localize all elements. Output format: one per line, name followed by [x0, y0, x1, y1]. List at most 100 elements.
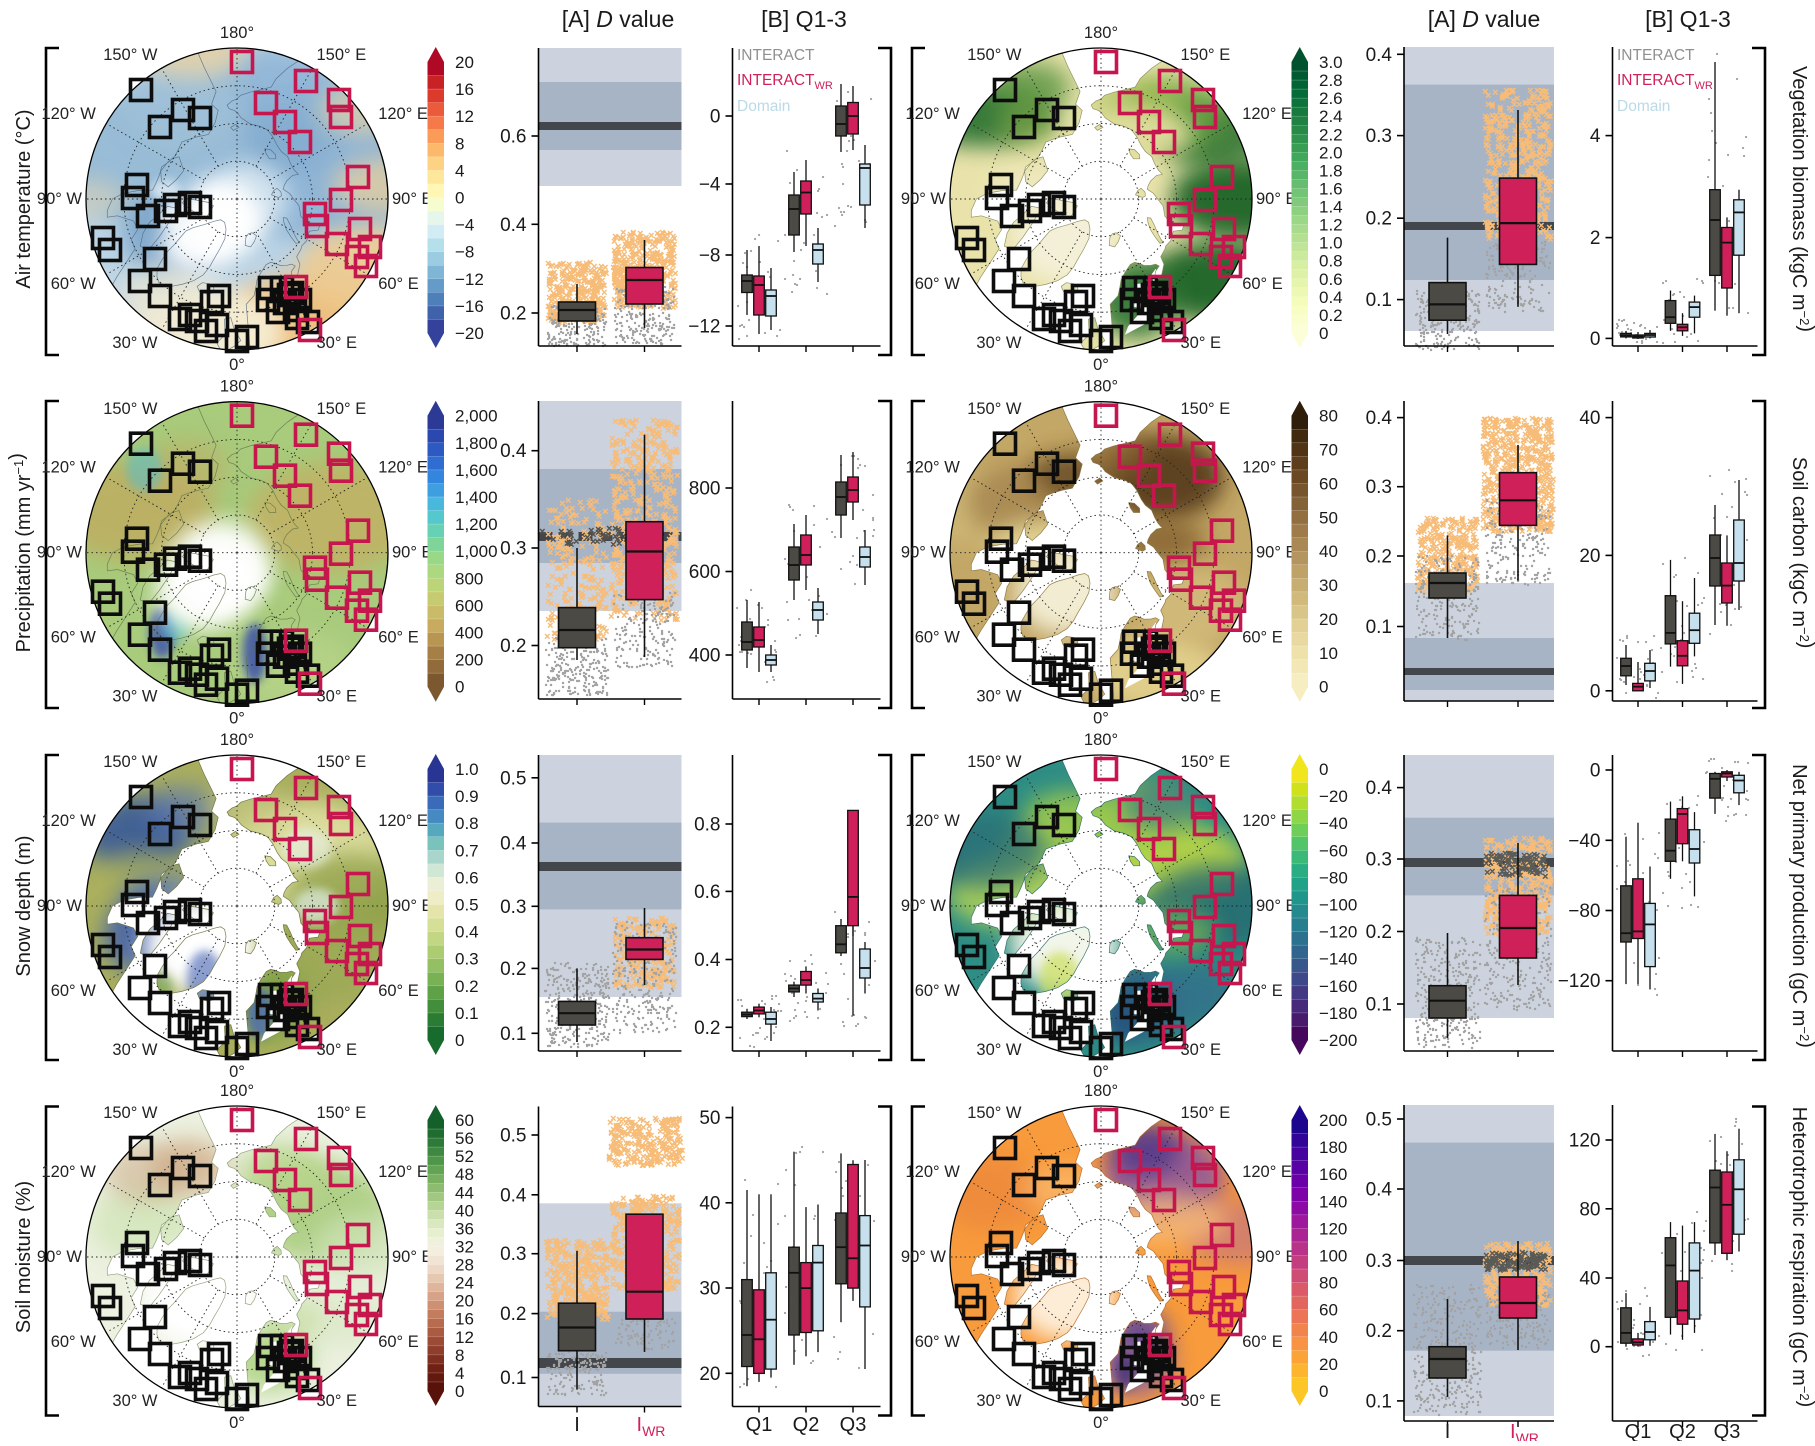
svg-text:0: 0 — [1590, 1337, 1601, 1358]
svg-text:−20: −20 — [1319, 787, 1348, 806]
svg-text:150° W: 150° W — [967, 400, 1022, 418]
svg-text:INTERACT: INTERACT — [737, 47, 815, 64]
svg-text:400: 400 — [455, 624, 483, 643]
svg-text:0.5: 0.5 — [500, 1126, 526, 1147]
svg-text:30° W: 30° W — [976, 688, 1022, 706]
svg-text:0: 0 — [710, 107, 721, 128]
svg-text:−4: −4 — [455, 216, 474, 235]
svg-text:90° W: 90° W — [37, 190, 83, 208]
svg-text:180°: 180° — [1084, 378, 1118, 396]
svg-text:1,800: 1,800 — [455, 434, 498, 453]
svg-text:120° W: 120° W — [906, 812, 961, 830]
svg-text:30° E: 30° E — [1181, 1392, 1222, 1410]
svg-text:30° W: 30° W — [112, 334, 158, 352]
svg-text:30: 30 — [1319, 576, 1338, 595]
svg-text:−80: −80 — [1319, 868, 1348, 887]
svg-text:2: 2 — [1590, 228, 1601, 249]
svg-text:Q3: Q3 — [1714, 1421, 1741, 1441]
svg-text:0: 0 — [455, 1382, 464, 1401]
svg-text:90° E: 90° E — [392, 190, 433, 208]
svg-text:800: 800 — [689, 479, 721, 500]
svg-text:0.6: 0.6 — [1319, 270, 1343, 289]
svg-text:0°: 0° — [1093, 356, 1109, 374]
svg-text:60° E: 60° E — [1242, 629, 1283, 647]
svg-text:30° E: 30° E — [317, 334, 358, 352]
svg-text:40: 40 — [455, 1201, 474, 1220]
svg-text:4: 4 — [455, 161, 464, 180]
svg-text:12: 12 — [455, 1328, 474, 1347]
svg-text:0.1: 0.1 — [500, 1368, 526, 1389]
svg-text:0.3: 0.3 — [1366, 1251, 1392, 1272]
svg-text:−16: −16 — [455, 297, 484, 316]
svg-text:60° W: 60° W — [51, 275, 97, 293]
svg-text:0.2: 0.2 — [1319, 306, 1343, 325]
svg-text:8: 8 — [455, 1346, 464, 1365]
svg-text:Q2: Q2 — [793, 1414, 820, 1436]
svg-text:90° E: 90° E — [1256, 190, 1297, 208]
svg-text:90° W: 90° W — [901, 1248, 947, 1266]
svg-text:0.2: 0.2 — [500, 636, 526, 657]
svg-text:60° E: 60° E — [378, 982, 419, 1000]
svg-text:180°: 180° — [220, 378, 254, 396]
svg-text:60° E: 60° E — [1242, 982, 1283, 1000]
svg-text:120° W: 120° W — [42, 812, 97, 830]
svg-text:60: 60 — [1319, 1301, 1338, 1320]
svg-text:0.8: 0.8 — [694, 815, 720, 836]
svg-text:600: 600 — [689, 562, 721, 583]
svg-text:Soil carbon (kgC m−2): Soil carbon (kgC m−2) — [1788, 457, 1815, 649]
svg-text:180°: 180° — [220, 1082, 254, 1100]
svg-text:Domain: Domain — [737, 98, 790, 115]
svg-text:0.6: 0.6 — [500, 127, 526, 148]
svg-text:120° E: 120° E — [378, 1163, 428, 1181]
svg-text:150° W: 150° W — [103, 400, 158, 418]
svg-text:0.4: 0.4 — [694, 950, 721, 971]
svg-text:140: 140 — [1319, 1192, 1347, 1211]
svg-text:0.3: 0.3 — [500, 539, 526, 560]
svg-text:4: 4 — [455, 1364, 464, 1383]
svg-text:20: 20 — [699, 1364, 720, 1385]
svg-text:120° W: 120° W — [42, 105, 97, 123]
svg-text:0.4: 0.4 — [500, 1185, 527, 1206]
svg-text:−4: −4 — [699, 175, 721, 196]
svg-text:90° E: 90° E — [1256, 1248, 1297, 1266]
svg-text:0: 0 — [1319, 760, 1328, 779]
svg-text:0°: 0° — [229, 356, 245, 374]
svg-text:30° E: 30° E — [1181, 1041, 1222, 1059]
svg-text:150° E: 150° E — [1181, 46, 1231, 64]
svg-text:−80: −80 — [1568, 901, 1600, 922]
svg-text:120° E: 120° E — [1242, 1163, 1292, 1181]
svg-text:0.7: 0.7 — [455, 841, 479, 860]
svg-text:−8: −8 — [699, 246, 721, 267]
svg-text:1.0: 1.0 — [455, 760, 479, 779]
svg-text:Domain: Domain — [1617, 98, 1670, 115]
svg-text:0.2: 0.2 — [694, 1018, 720, 1039]
svg-text:0.4: 0.4 — [500, 441, 527, 462]
svg-text:0: 0 — [1590, 761, 1601, 782]
svg-text:30: 30 — [699, 1279, 720, 1300]
svg-text:0.8: 0.8 — [1319, 252, 1343, 271]
svg-text:8: 8 — [455, 134, 464, 153]
svg-text:24: 24 — [455, 1274, 474, 1293]
svg-text:1.6: 1.6 — [1319, 180, 1343, 199]
svg-text:40: 40 — [1579, 1269, 1600, 1290]
svg-text:−40: −40 — [1319, 814, 1348, 833]
svg-text:60° W: 60° W — [915, 982, 961, 1000]
svg-text:180°: 180° — [220, 24, 254, 42]
svg-text:0.4: 0.4 — [1366, 1180, 1393, 1201]
svg-text:−40: −40 — [1568, 831, 1600, 852]
svg-text:Q2: Q2 — [1669, 1421, 1696, 1441]
svg-text:−160: −160 — [1319, 977, 1357, 996]
svg-text:30° E: 30° E — [1181, 334, 1222, 352]
svg-text:120° W: 120° W — [906, 105, 961, 123]
svg-text:44: 44 — [455, 1183, 474, 1202]
svg-text:40: 40 — [699, 1193, 720, 1214]
svg-text:0.3: 0.3 — [500, 1244, 526, 1265]
svg-text:0.4: 0.4 — [1366, 45, 1393, 66]
svg-text:−20: −20 — [455, 324, 484, 343]
svg-text:0.4: 0.4 — [1366, 408, 1393, 429]
svg-text:120° E: 120° E — [378, 459, 428, 477]
svg-text:40: 40 — [1579, 408, 1600, 429]
svg-text:90° W: 90° W — [901, 544, 947, 562]
svg-text:50: 50 — [699, 1108, 720, 1129]
svg-text:1,200: 1,200 — [455, 515, 498, 534]
